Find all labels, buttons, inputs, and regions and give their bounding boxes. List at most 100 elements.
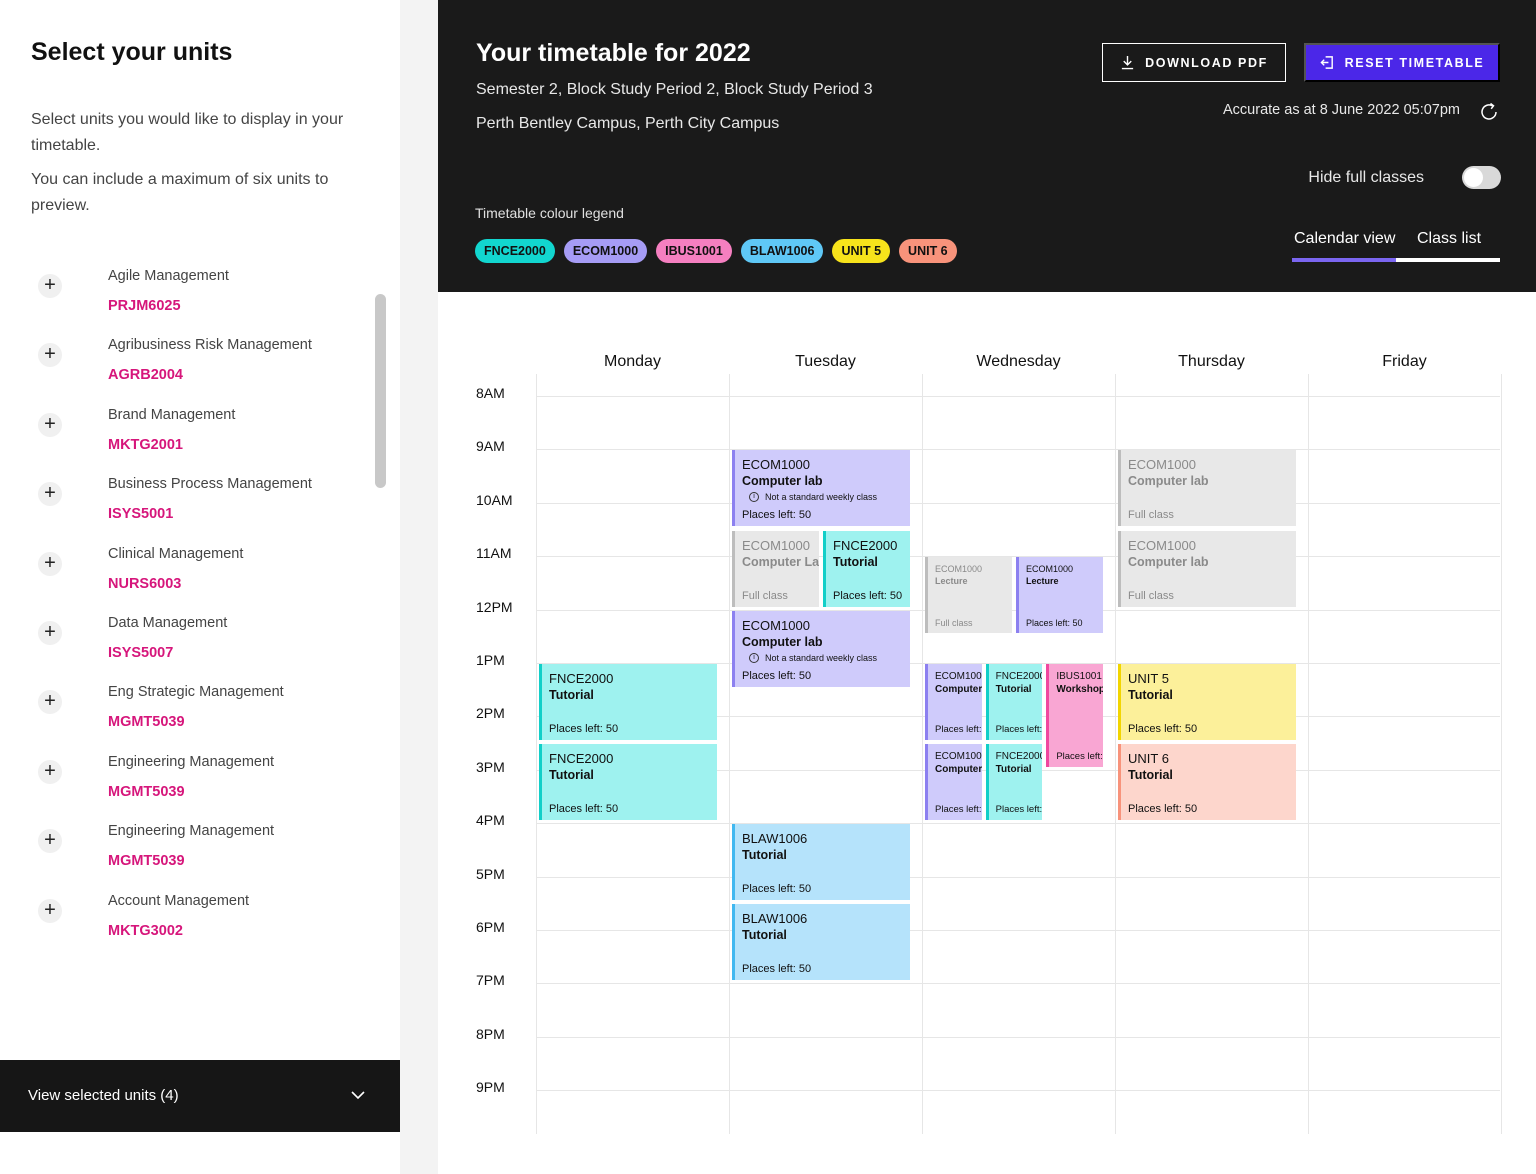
- class-event[interactable]: ECOM1000 Computer lab i Not a standard week…: [732, 610, 910, 687]
- class-places: Places left: 50: [1026, 618, 1083, 629]
- class-places: Full class: [1128, 589, 1174, 602]
- plus-icon[interactable]: +: [38, 551, 62, 576]
- class-places: Places left: 50: [742, 509, 812, 522]
- plus-icon[interactable]: +: [38, 690, 62, 715]
- time-label: 8AM: [476, 385, 505, 401]
- panel-title: Select your units: [31, 38, 233, 66]
- class-event[interactable]: ECOM1000 Computer lab Full class: [1118, 530, 1296, 607]
- legend-label: Timetable colour legend: [475, 205, 624, 221]
- unit-list-item[interactable]: + Engineering Management MGMT5039: [0, 823, 370, 883]
- class-unit-code: ECOM1000: [935, 671, 982, 682]
- class-note-text: Not a standard weekly class: [765, 492, 878, 503]
- unit-list-item[interactable]: + Business Process Management ISYS5001: [0, 476, 370, 536]
- unit-selector-panel: Select your units Select units you would…: [0, 0, 400, 1174]
- toggle-knob: [1464, 168, 1483, 187]
- class-event[interactable]: ECOM1000 Computer lab Full class: [1118, 450, 1296, 527]
- unit-list-item[interactable]: + Clinical Management NURS6003: [0, 546, 370, 606]
- class-unit-code: FNCE2000: [995, 751, 1043, 763]
- time-label: 5PM: [476, 865, 505, 882]
- view-selected-units-bar[interactable]: View selected units (4): [0, 1060, 400, 1132]
- time-label: 9AM: [476, 438, 505, 455]
- unit-list-item[interactable]: + Account Management MKTG3002: [0, 893, 370, 953]
- time-label: 7PM: [476, 972, 505, 989]
- unit-list-item[interactable]: + Engineering Management MGMT5039: [0, 754, 370, 814]
- download-pdf-label: DOWNLOAD PDF: [1145, 55, 1268, 70]
- class-type: Computer lab: [742, 474, 823, 489]
- grid-hour-line: [536, 983, 1500, 985]
- unit-code: MGMT5039: [108, 714, 185, 731]
- plus-icon[interactable]: +: [38, 829, 62, 854]
- class-unit-code: FNCE2000: [549, 751, 614, 767]
- unit-code: MKTG3002: [108, 922, 183, 939]
- plus-icon[interactable]: +: [38, 759, 62, 784]
- class-type: Tutorial: [833, 554, 878, 569]
- legend-chip: IBUS1001: [656, 239, 732, 263]
- tab-calendar-view[interactable]: Calendar view: [1294, 230, 1396, 247]
- grid-column-line: [1501, 374, 1502, 1134]
- unit-name: Engineering Management: [108, 823, 275, 840]
- class-unit-code: BLAW1006: [742, 831, 808, 847]
- class-places: Places left: 50: [742, 669, 812, 682]
- unit-code: MKTG2001: [108, 436, 183, 453]
- class-places: Places left: 50: [1128, 723, 1198, 736]
- class-type: Tutorial: [549, 768, 594, 783]
- scrollbar-thumb[interactable]: [375, 294, 386, 488]
- unit-code: AGRB2004: [108, 367, 183, 384]
- accuracy-timestamp: Accurate as at 8 June 2022 05:07pm: [1223, 102, 1460, 118]
- plus-icon[interactable]: +: [38, 343, 62, 368]
- class-event[interactable]: IBUS1001 Workshop Places left: 50: [1046, 664, 1103, 767]
- class-event[interactable]: ECOM1000 Computer Lal Full class: [732, 530, 819, 607]
- class-places: Places left: 50: [995, 804, 1043, 816]
- hide-full-classes-toggle[interactable]: [1462, 166, 1501, 189]
- class-unit-code: UNIT 6: [1128, 751, 1169, 767]
- class-places: Full class: [1128, 509, 1174, 522]
- class-event[interactable]: BLAW1006 Tutorial Places left: 50: [732, 824, 910, 901]
- plus-icon[interactable]: +: [38, 898, 62, 923]
- unit-list-item[interactable]: + Agile Management PRJM6025: [0, 268, 370, 328]
- time-label: 8PM: [476, 1025, 505, 1042]
- class-event[interactable]: ECOM1000 Lecture Places left: 50: [1016, 557, 1103, 634]
- class-unit-code: ECOM1000: [742, 617, 810, 633]
- refresh-icon[interactable]: [1478, 101, 1500, 123]
- grid-column-line: [536, 374, 537, 1134]
- class-places: Places left: 50: [1128, 803, 1198, 816]
- class-event[interactable]: ECOM1000 Lecture Full class: [925, 557, 1012, 634]
- tab-class-list[interactable]: Class list: [1417, 230, 1482, 247]
- plus-icon[interactable]: +: [38, 621, 62, 645]
- plus-icon[interactable]: +: [38, 482, 62, 507]
- class-places: Places left: 50: [549, 723, 619, 736]
- class-places: Places left: 50: [995, 724, 1043, 736]
- class-places: Places left: 50: [742, 963, 812, 976]
- plus-icon[interactable]: +: [38, 274, 62, 298]
- class-type: Tutorial: [1128, 688, 1173, 702]
- unit-list-item[interactable]: + Eng Strategic Management MGMT5039: [0, 684, 370, 744]
- time-label: 6PM: [476, 919, 505, 935]
- unit-name: Account Management: [108, 892, 250, 909]
- plus-icon[interactable]: +: [38, 412, 62, 437]
- day-header: Tuesday: [795, 353, 856, 370]
- class-event[interactable]: BLAW1006 Tutorial Places left: 50: [732, 904, 910, 981]
- unit-list-item[interactable]: + Agribusiness Risk Management AGRB2004: [0, 337, 370, 397]
- class-places: Places left: 50: [742, 883, 812, 896]
- class-unit-code: UNIT 5: [1128, 671, 1169, 686]
- unit-list-item[interactable]: + Brand Management MKTG2001: [0, 407, 370, 467]
- reset-timetable-button[interactable]: RESET TIMETABLE: [1304, 43, 1500, 82]
- class-type: Tutorial: [549, 688, 594, 702]
- download-pdf-button[interactable]: DOWNLOAD PDF: [1102, 43, 1286, 82]
- unit-name: Brand Management: [108, 406, 236, 423]
- unit-list-item[interactable]: + Data Management ISYS5007: [0, 615, 370, 675]
- grid-hour-line: [536, 930, 1500, 931]
- unit-name: Agile Management: [108, 268, 229, 284]
- class-event[interactable]: UNIT 5 Tutorial Places left: 50: [1118, 664, 1296, 741]
- legend-chip: FNCE2000: [475, 239, 555, 263]
- reset-timetable-label: RESET TIMETABLE: [1344, 55, 1485, 70]
- class-event[interactable]: ECOM1000 Computer lab i Not a standard week…: [732, 450, 910, 527]
- class-event[interactable]: UNIT 6 Tutorial Places left: 50: [1118, 744, 1296, 821]
